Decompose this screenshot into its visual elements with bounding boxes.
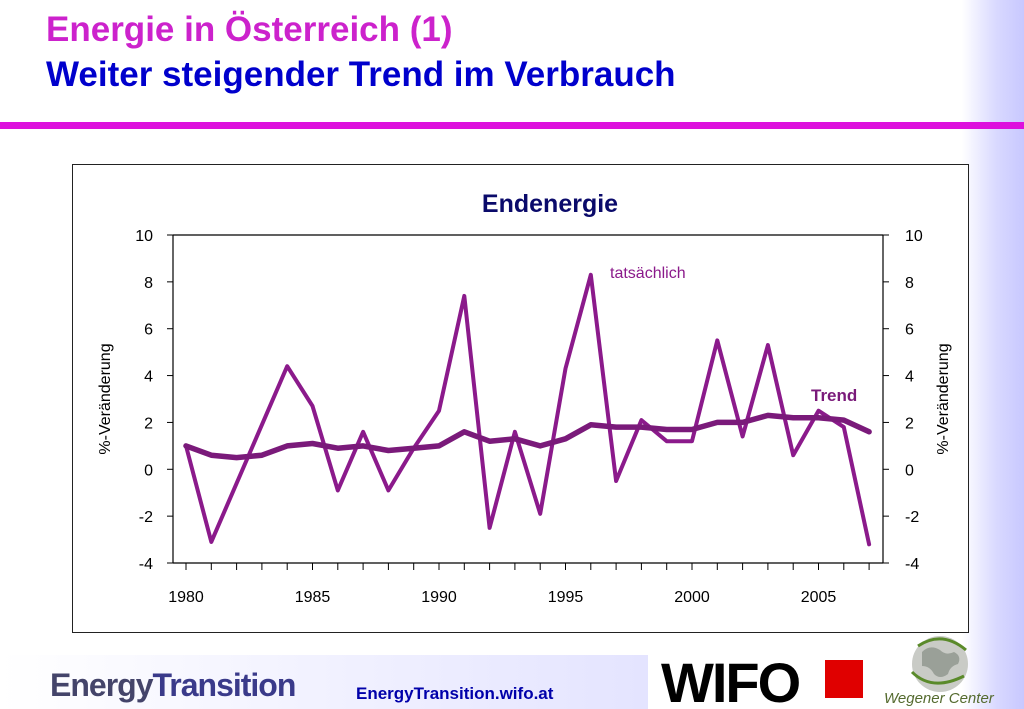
- y-tick-label-right: 10: [905, 228, 923, 245]
- footer-url-link[interactable]: EnergyTransition.wifo.at: [356, 684, 554, 703]
- side-gradient: [962, 0, 1024, 709]
- y-tick-label-left: 0: [144, 462, 153, 479]
- wifo-logo: WIFO: [661, 652, 863, 709]
- energy-transition-logo: EnergyTransition: [50, 667, 296, 704]
- y-tick-label-right: 2: [905, 415, 914, 432]
- chart-title: Endenergie: [482, 190, 618, 218]
- y-tick-label-left: -4: [139, 556, 153, 573]
- x-tick-label: 1990: [421, 589, 457, 606]
- wegener-label: Wegener Center: [884, 690, 994, 707]
- chart-svg: Endenergie -4 -4 -2 -2 0 0 2 2 4 4 6 6 8 8 10 10 1980 1985…: [97, 190, 952, 606]
- series-label-actual: tatsächlich: [610, 265, 686, 282]
- y-tick-label-left: 2: [144, 415, 153, 432]
- chart-frame: Endenergie -4 -4 -2 -2 0 0 2 2 4 4 6 6 8 8 10 10 1980 1985…: [72, 164, 969, 633]
- y-tick-label-right: 8: [905, 275, 914, 292]
- x-tick-label: 1985: [295, 589, 331, 606]
- footer-bar: [0, 655, 648, 709]
- y-tick-label-right: 6: [905, 322, 914, 339]
- series-label-trend: Trend: [811, 386, 857, 405]
- brand-transition: Transition: [152, 667, 296, 703]
- y-tick-label-left: 6: [144, 322, 153, 339]
- series-line-1: [183, 412, 872, 461]
- x-tick-label: 1980: [168, 589, 204, 606]
- y-tick-label-left: -2: [139, 509, 153, 526]
- y-tick-label-left: 4: [144, 369, 153, 386]
- y-axis-title-right: %-Veränderung: [935, 343, 952, 454]
- y-tick-label-right: 4: [905, 369, 914, 386]
- x-tick-label: 1995: [548, 589, 584, 606]
- x-tick-label: 2000: [674, 589, 710, 606]
- wifo-logo-text: WIFO: [661, 652, 800, 709]
- wegener-globe-logo: [910, 636, 968, 692]
- title-divider: [0, 122, 1024, 129]
- page-subtitle: Weiter steigender Trend im Verbrauch: [46, 55, 676, 94]
- y-tick-label-right: 0: [905, 462, 914, 479]
- y-tick-label-left: 10: [135, 228, 153, 245]
- y-tick-label-right: -2: [905, 509, 919, 526]
- series-line-0: [184, 272, 872, 547]
- page-title: Energie in Österreich (1): [46, 10, 453, 49]
- y-axis-title-left: %-Veränderung: [97, 343, 114, 454]
- wifo-red-square: [825, 660, 863, 698]
- x-tick-label: 2005: [801, 589, 837, 606]
- y-tick-label-right: -4: [905, 556, 919, 573]
- y-tick-label-left: 8: [144, 275, 153, 292]
- brand-energy: Energy: [50, 667, 153, 703]
